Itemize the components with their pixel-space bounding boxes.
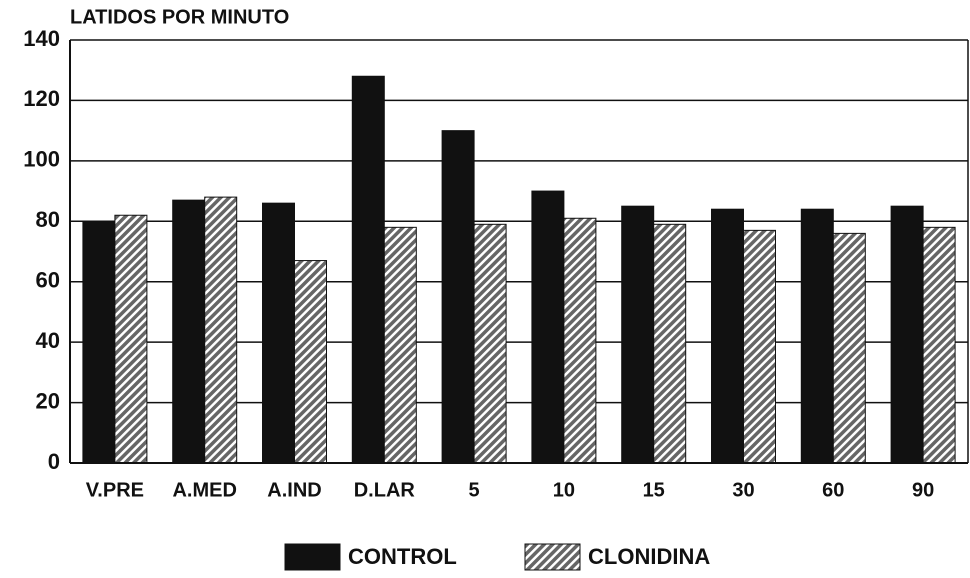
y-tick-label: 0 [48, 449, 60, 474]
bar [890, 205, 924, 464]
bar [351, 75, 385, 464]
y-tick-label: 40 [36, 328, 60, 353]
y-tick-label: 20 [36, 388, 60, 413]
bar [832, 232, 866, 464]
bar [473, 223, 507, 464]
bar [114, 214, 148, 464]
legend-label: CLONIDINA [588, 544, 710, 569]
chart-title: LATIDOS POR MINUTO [70, 6, 289, 28]
x-tick-label: A.MED [172, 479, 236, 501]
bar [922, 226, 956, 464]
bar [204, 196, 238, 464]
x-tick-label: 60 [822, 479, 844, 501]
x-tick-label: 15 [643, 479, 665, 501]
y-tick-label: 60 [36, 268, 60, 293]
bar [441, 130, 475, 464]
bar [563, 217, 597, 464]
bar [711, 208, 744, 464]
bar [294, 260, 327, 464]
x-tick-label: D.LAR [354, 479, 416, 501]
x-tick-label: 5 [469, 479, 480, 501]
legend-swatch [524, 543, 581, 571]
bar [383, 226, 417, 464]
bar [531, 190, 565, 464]
bar [743, 229, 776, 464]
bar [262, 202, 295, 464]
x-tick-label: A.IND [267, 479, 321, 501]
bar [800, 208, 834, 464]
y-tick-label: 120 [23, 86, 60, 111]
legend-label: CONTROL [348, 544, 457, 569]
y-tick-label: 80 [36, 207, 60, 232]
x-tick-label: 10 [553, 479, 575, 501]
legend-swatch [284, 543, 341, 571]
y-tick-label: 100 [23, 147, 60, 172]
x-tick-label: 90 [912, 479, 934, 501]
y-tick-label: 140 [23, 26, 60, 51]
bar [653, 223, 687, 464]
bar [621, 205, 655, 464]
x-tick-label: V.PRE [86, 479, 144, 501]
x-tick-label: 30 [732, 479, 754, 501]
bar [82, 220, 116, 464]
bar [172, 199, 206, 464]
